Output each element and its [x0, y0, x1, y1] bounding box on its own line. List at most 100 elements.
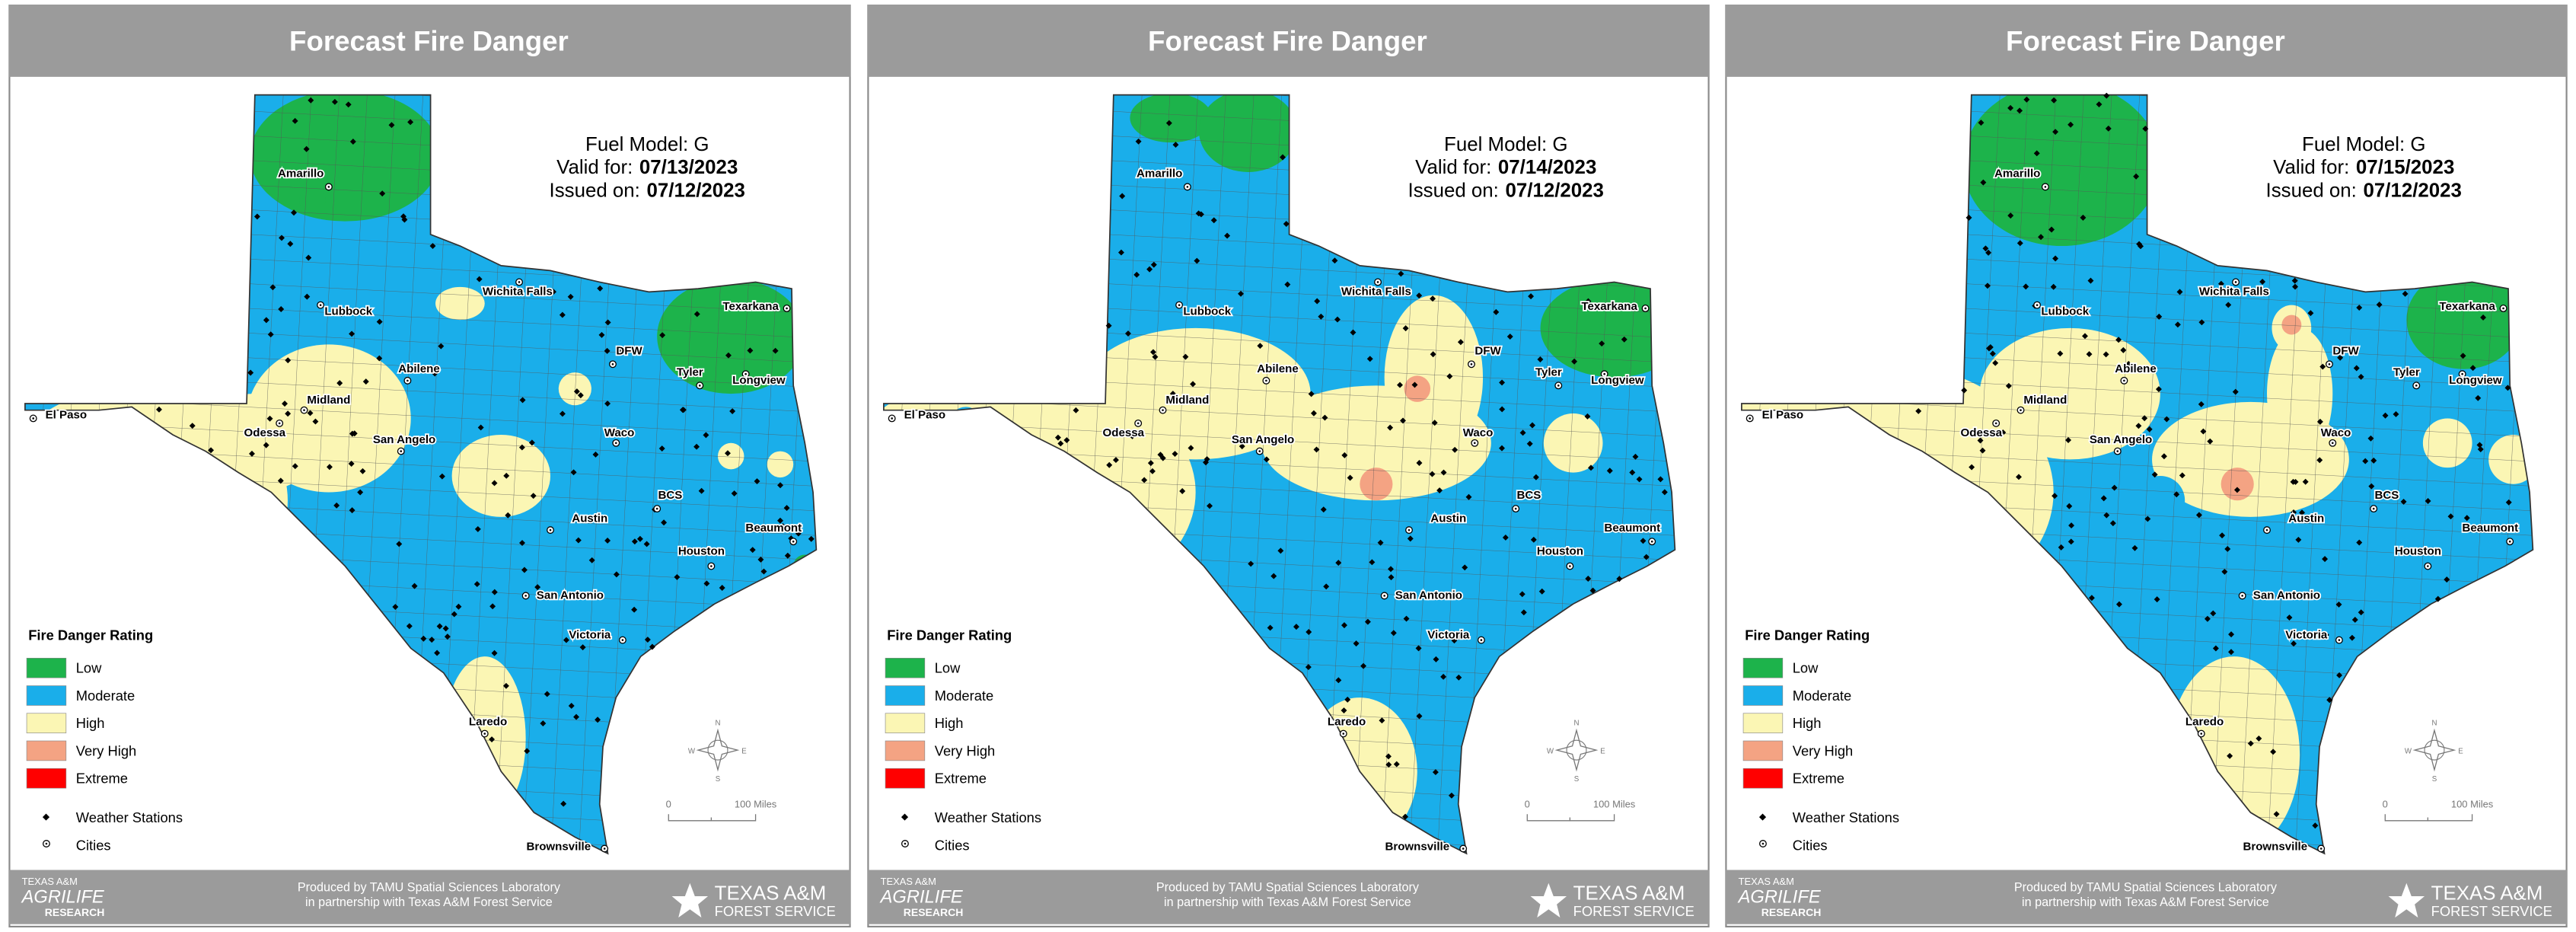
- weather-station: [1980, 179, 1987, 186]
- issued-on: Issued on: 07/12/2023: [550, 180, 745, 201]
- city-label: Odessa: [1961, 426, 2003, 439]
- issued-on-label: Issued on:: [550, 180, 640, 201]
- footer-credit: Produced by TAMU Spatial Sciences Labora…: [1156, 881, 1420, 895]
- legend-swatch: [885, 685, 926, 706]
- compass-letter: S: [1574, 775, 1580, 784]
- city-label: Texarkana: [1581, 300, 1637, 313]
- city-label: Abilene: [2115, 362, 2156, 375]
- city-label: Victoria: [569, 628, 611, 641]
- weather-station: [604, 401, 611, 407]
- weather-station: [659, 332, 666, 339]
- weather-station: [693, 443, 700, 450]
- city-label: Tyler: [1535, 365, 1562, 378]
- footer-credit: in partnership with Texas A&M Forest Ser…: [2022, 895, 2269, 909]
- city-dot: [2036, 304, 2039, 306]
- city-label: Odessa: [244, 426, 286, 439]
- city-label: BCS: [2375, 489, 2399, 502]
- scale-bar: [668, 814, 757, 822]
- footer-credit: Produced by TAMU Spatial Sciences Labora…: [2014, 881, 2278, 895]
- right-logo: FOREST SERVICE: [715, 903, 836, 919]
- city-dot: [2319, 847, 2323, 850]
- issued-on-label: Issued on:: [2266, 180, 2357, 201]
- city-label: Laredo: [2185, 716, 2224, 729]
- valid-for-date: 07/15/2023: [2356, 157, 2454, 178]
- weather-station: [719, 585, 725, 591]
- legend-symbol-label: Weather Stations: [76, 809, 183, 825]
- weather-station: [263, 442, 269, 448]
- city-dot: [2241, 595, 2243, 597]
- legend-label: High: [76, 715, 105, 731]
- weather-station: [1640, 538, 1647, 544]
- city-dot: [786, 307, 788, 310]
- weather-station: [2247, 740, 2254, 747]
- footer-credit: in partnership with Texas A&M Forest Ser…: [305, 895, 553, 909]
- weather-station: [2393, 410, 2399, 417]
- weather-station: [1344, 696, 1351, 703]
- legend-swatch: [26, 657, 67, 678]
- weather-station: [2163, 416, 2170, 423]
- weather-station: [2312, 822, 2319, 829]
- weather-station: [1506, 334, 1513, 340]
- city-label: Texarkana: [2439, 300, 2495, 313]
- weather-station: [307, 410, 314, 417]
- map-panel: Forecast Fire Danger Amarillo Lubbock Wichi…: [1725, 5, 2568, 927]
- weather-station: [1305, 664, 1312, 671]
- weather-station: [1493, 308, 1500, 315]
- city-dot: [2415, 385, 2418, 387]
- weather-station: [2058, 544, 2064, 551]
- map-panel: Forecast Fire Danger Amarillo Lubbock Wichi…: [8, 5, 851, 927]
- weather-station: [597, 285, 604, 292]
- city-label: Austin: [2288, 512, 2324, 525]
- city-dot: [2020, 409, 2022, 411]
- compass-ring: [1566, 739, 1587, 761]
- city-dot: [2200, 733, 2203, 735]
- weather-station: [1415, 645, 1422, 652]
- city-dot: [1557, 385, 1560, 387]
- compass-letter: N: [1573, 720, 1579, 728]
- weather-station: [1284, 281, 1291, 288]
- weather-station: [278, 306, 285, 312]
- weather-station: [544, 691, 550, 697]
- city-dot: [1137, 422, 1140, 425]
- legend-swatch: [885, 713, 926, 733]
- weather-station: [779, 523, 786, 529]
- weather-station: [757, 556, 764, 563]
- weather-station: [2100, 495, 2107, 502]
- weather-station: [2323, 631, 2329, 638]
- scale-start: 0: [666, 799, 671, 810]
- weather-station: [451, 611, 457, 618]
- weather-station: [2291, 509, 2297, 515]
- weather-station: [754, 478, 760, 485]
- right-logo: TEXAS A&M: [2431, 883, 2543, 904]
- weather-station: [2057, 350, 2064, 357]
- legend-swatch: [885, 740, 926, 761]
- weather-station: [263, 317, 269, 324]
- compass-letter: W: [2405, 747, 2412, 755]
- city-label: San Angelo: [1232, 433, 1294, 446]
- weather-station: [1310, 410, 1317, 417]
- compass-ring: [2424, 739, 2445, 761]
- city-label: Waco: [2321, 426, 2351, 439]
- weather-station: [411, 582, 418, 589]
- weather-station: [1465, 493, 1472, 500]
- weather-station: [279, 235, 285, 241]
- city-label: Victoria: [2285, 628, 2328, 641]
- weather-station: [247, 369, 254, 376]
- compass-letter: N: [2431, 720, 2437, 728]
- weather-station: [1190, 381, 1197, 388]
- weather-station: [429, 243, 436, 250]
- city-dot: [518, 281, 521, 283]
- city-dot: [1186, 186, 1189, 188]
- city-label: San Antonio: [2253, 589, 2320, 602]
- city-dot: [698, 385, 701, 387]
- city-label: Houston: [2395, 544, 2441, 557]
- valid-for: Valid for: 07/14/2023: [1415, 157, 1596, 178]
- weather-station: [285, 357, 292, 364]
- city-dot: [2372, 507, 2375, 510]
- weather-station: [783, 505, 790, 512]
- weather-station: [1432, 769, 1439, 776]
- weather-station: [2256, 735, 2262, 742]
- city-label: El Paso: [904, 408, 945, 421]
- city-label: Midland: [307, 394, 350, 407]
- panel-title: Forecast Fire Danger: [2006, 25, 2285, 56]
